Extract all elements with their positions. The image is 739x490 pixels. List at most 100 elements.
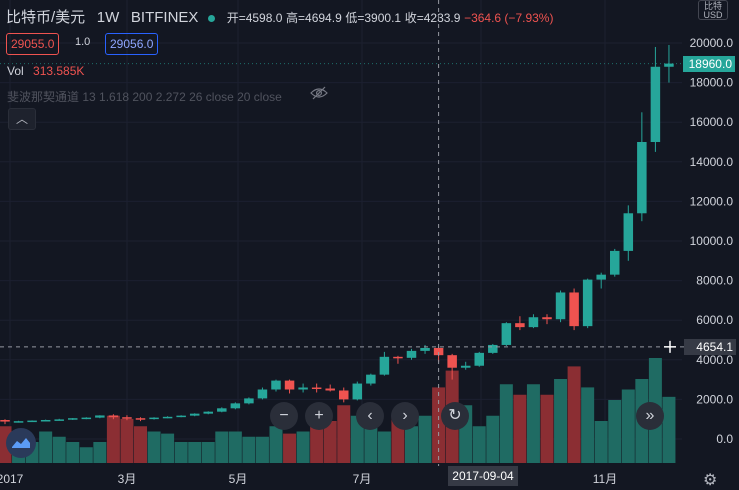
crosshair-price-label: 4654.1 bbox=[684, 338, 736, 355]
candle-body bbox=[81, 417, 92, 420]
exchange-label: BITFINEX bbox=[130, 9, 199, 26]
volume-bar bbox=[350, 415, 364, 463]
high-value: 高=4694.9 bbox=[286, 11, 342, 25]
settings-gear-icon[interactable]: ⚙ bbox=[703, 472, 718, 489]
candle-body bbox=[420, 347, 430, 351]
price-tick-label: 6000.0 bbox=[696, 313, 733, 327]
volume-bar bbox=[66, 442, 80, 463]
candle-body bbox=[244, 398, 254, 404]
volume-bar bbox=[472, 426, 486, 463]
volume-bar bbox=[242, 436, 256, 463]
candlesticks bbox=[0, 44, 674, 425]
spread-value: 1.0 bbox=[75, 36, 91, 48]
volume-bar bbox=[0, 426, 12, 463]
time-tick-label: 3月 bbox=[118, 472, 137, 486]
volume-bar bbox=[499, 384, 513, 463]
volume-legend: Vol 313.585K bbox=[7, 64, 84, 78]
volume-bar bbox=[337, 405, 351, 463]
volume-value: 313.585K bbox=[33, 64, 85, 78]
volume-bar bbox=[554, 379, 568, 463]
market-status-icon bbox=[208, 15, 216, 23]
volume-label: Vol bbox=[7, 64, 24, 78]
tradingview-logo-icon[interactable] bbox=[6, 428, 36, 458]
reset-chart-button[interactable]: ↻ bbox=[441, 402, 469, 430]
fibonacci-channel-legend[interactable]: 斐波那契通道 13 1.618 200 2.272 26 close 20 cl… bbox=[7, 90, 282, 104]
volume-bar bbox=[147, 431, 161, 463]
candle-body bbox=[393, 356, 403, 359]
price-tick-label: 4000.0 bbox=[696, 353, 733, 367]
candle-body bbox=[474, 352, 484, 366]
volume-bar bbox=[52, 436, 66, 463]
volume-bar bbox=[540, 394, 554, 463]
scroll-left-button[interactable]: ‹ bbox=[356, 402, 384, 430]
price-tick-label: 16000.0 bbox=[690, 115, 734, 129]
candle-body bbox=[447, 355, 457, 368]
price-tick-label: 2000.0 bbox=[696, 392, 733, 406]
candle-body bbox=[366, 374, 376, 384]
buy-button[interactable]: 29056.0 bbox=[105, 33, 159, 55]
volume-bar bbox=[377, 431, 391, 463]
volume-bar bbox=[608, 400, 622, 463]
scroll-right-button[interactable]: › bbox=[391, 402, 419, 430]
volume-bar bbox=[255, 436, 269, 463]
volume-bar bbox=[188, 442, 202, 463]
time-axis: 20173月5月7月9月11月 bbox=[0, 472, 617, 486]
close-value: 收=4233.9 bbox=[404, 11, 461, 25]
candle-body bbox=[460, 365, 471, 368]
volume-bar bbox=[662, 396, 676, 463]
price-tick-label: 8000.0 bbox=[696, 274, 733, 288]
currency-label: USD bbox=[703, 10, 723, 20]
candle-body bbox=[582, 279, 593, 327]
crosshair bbox=[0, 0, 684, 466]
volume-bar bbox=[526, 384, 540, 463]
hide-indicator-icon[interactable] bbox=[310, 86, 328, 105]
candle-body bbox=[230, 403, 241, 409]
crosshair-date-label: 2017-09-04 bbox=[448, 466, 518, 486]
candle-body bbox=[203, 411, 213, 414]
candle-body bbox=[596, 274, 606, 280]
candle-body bbox=[664, 63, 674, 67]
price-tick-label: 10000.0 bbox=[690, 234, 734, 248]
volume-bar bbox=[310, 426, 324, 463]
candle-body bbox=[176, 415, 186, 418]
candle-body bbox=[637, 142, 647, 214]
symbol-name[interactable]: 比特币/美元 bbox=[6, 9, 86, 26]
time-tick-label: 11月 bbox=[593, 472, 617, 486]
volume-bar bbox=[296, 431, 310, 463]
collapse-legend-button[interactable]: ︿ bbox=[8, 108, 36, 130]
time-tick-label: 7月 bbox=[353, 472, 372, 486]
candle-body bbox=[149, 417, 159, 420]
price-tick-label: 14000.0 bbox=[690, 155, 734, 169]
volume-bar bbox=[323, 421, 337, 463]
candle-body bbox=[13, 421, 24, 423]
price-axis: 20000.0 18000.0 16000.0 14000.0 12000.0 10000… bbox=[690, 36, 734, 446]
zoom-in-button[interactable]: + bbox=[305, 402, 333, 430]
candle-body bbox=[339, 390, 349, 400]
volume-bar bbox=[161, 433, 175, 463]
volume-bar bbox=[621, 389, 635, 463]
candle-body bbox=[284, 380, 295, 390]
volume-bar bbox=[215, 431, 229, 463]
volume-bar bbox=[594, 421, 608, 463]
candle-body bbox=[623, 213, 634, 251]
zoom-out-button[interactable]: − bbox=[270, 402, 298, 430]
volume-bar bbox=[228, 431, 242, 463]
candle-body bbox=[610, 250, 620, 275]
currency-selector[interactable]: 比特 USD bbox=[698, 0, 728, 20]
volume-bar bbox=[120, 418, 134, 463]
candle-body bbox=[379, 356, 390, 375]
candle-body bbox=[325, 388, 335, 391]
interval-label[interactable]: 1W bbox=[96, 9, 120, 26]
volume-bar bbox=[134, 426, 147, 463]
price-tick-label: 18000.0 bbox=[690, 76, 734, 90]
volume-bar bbox=[513, 394, 527, 463]
sell-button[interactable]: 29055.0 bbox=[6, 33, 60, 55]
volume-bar bbox=[364, 426, 378, 463]
currency-label-top: 比特 bbox=[703, 1, 722, 11]
jump-to-latest-button[interactable]: » bbox=[636, 402, 664, 430]
volume-bar bbox=[39, 431, 53, 463]
candle-body bbox=[271, 380, 281, 390]
volume-bars bbox=[0, 358, 676, 463]
